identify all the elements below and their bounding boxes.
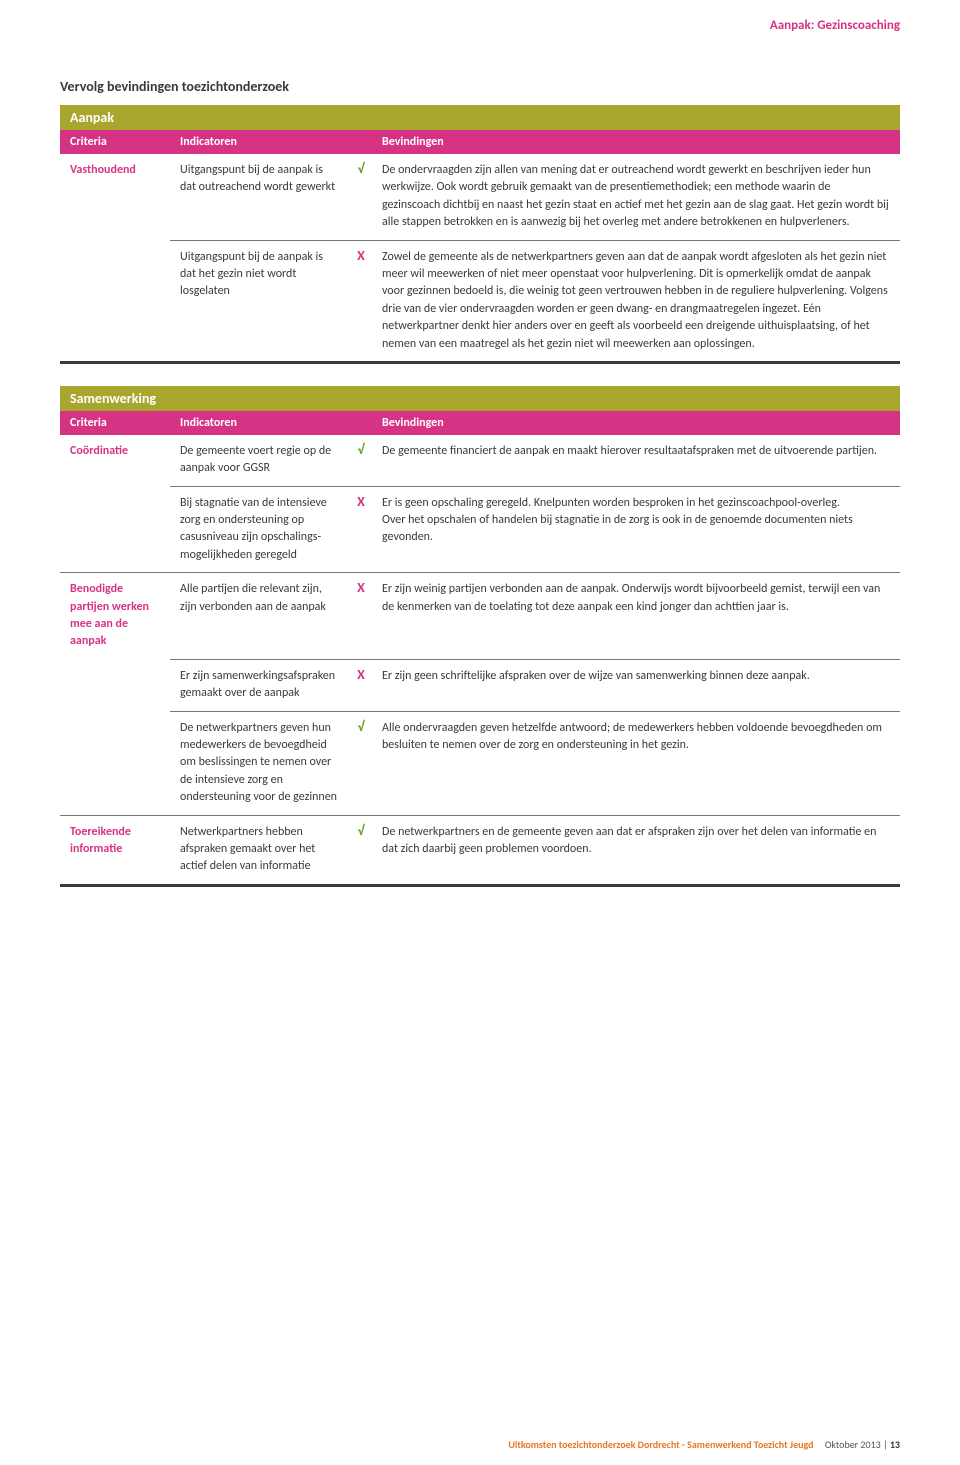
section2-band: Samenwerking: [60, 386, 900, 411]
section1-band: Aanpak: [60, 105, 900, 130]
indicator-text: Uitgangspunt bij de aanpak is dat outrea…: [170, 154, 350, 240]
section1-body: Vasthoudend Uitgangspunt bij de aanpak i…: [60, 154, 900, 364]
cross-icon: X: [357, 666, 365, 683]
footer-date: Oktober 2013: [825, 1438, 881, 1451]
criteria-label: Coördinatie: [60, 435, 170, 486]
section-title: Vervolg bevindingen toezichtonderzoek: [60, 78, 900, 95]
footer-title: Uitkomsten toezichtonderzoek Dordrecht -…: [508, 1438, 813, 1451]
criteria-label: Benodigde partijen werken mee aan de aan…: [60, 573, 170, 659]
col-header-indicators: Indicatoren: [170, 130, 350, 154]
indicator-text: Er zijn samenwerkings­afspraken gemaakt …: [170, 660, 350, 711]
section2-body: Coördinatie De gemeente voert regie op d…: [60, 435, 900, 887]
finding-text: Er zijn geen schriftelijke afspraken ove…: [372, 660, 900, 711]
section2-header-row: Criteria Indicatoren Bevindingen: [60, 411, 900, 435]
finding-text: De netwerkpartners en de gemeente geven …: [372, 816, 900, 884]
check-icon: √: [358, 160, 365, 177]
cross-icon: X: [357, 579, 365, 596]
cross-icon: X: [357, 493, 365, 510]
indicator-text: Bij stagnatie van de intensieve zorg en …: [170, 487, 350, 573]
finding-text: Er is geen opschaling geregeld. Knelpunt…: [372, 487, 900, 573]
check-icon: √: [358, 718, 365, 735]
footer-sep: |: [881, 1438, 890, 1451]
divider-thick: [60, 361, 900, 364]
page-footer: Uitkomsten toezichtonderzoek Dordrecht -…: [508, 1438, 900, 1451]
finding-text: De gemeente financiert de aanpak en maak…: [372, 435, 900, 486]
table-row: Coördinatie De gemeente voert regie op d…: [60, 435, 900, 486]
cross-icon: X: [357, 247, 365, 264]
finding-text: De ondervraagden zijn allen van mening d…: [372, 154, 900, 240]
divider-thick: [60, 884, 900, 887]
criteria-label: Toereikende informatie: [60, 816, 170, 884]
indicator-text: Uitgangspunt bij de aanpak is dat het ge…: [170, 241, 350, 361]
section1-header-row: Criteria Indicatoren Bevindingen: [60, 130, 900, 154]
finding-text: Alle ondervraagden geven hetzelfde antwo…: [372, 712, 900, 815]
table-row: Er zijn samenwerkings­afspraken gemaakt …: [60, 660, 900, 711]
col-header-indicators: Indicatoren: [170, 411, 350, 435]
breadcrumb: Aanpak: Gezinscoaching: [770, 18, 900, 33]
finding-text: Er zijn weinig partijen verbonden aan de…: [372, 573, 900, 659]
table-row: Toereikende informatie Netwerkpartners h…: [60, 816, 900, 884]
table-row: Benodigde partijen werken mee aan de aan…: [60, 573, 900, 659]
table-row: Vasthoudend Uitgangspunt bij de aanpak i…: [60, 154, 900, 240]
col-header-criteria: Criteria: [60, 130, 170, 154]
check-icon: √: [358, 441, 365, 458]
indicator-text: De netwerkpartners geven hun medewerkers…: [170, 712, 350, 815]
footer-page: 13: [890, 1438, 900, 1451]
col-header-mark: [350, 130, 372, 154]
col-header-findings: Bevindingen: [372, 411, 900, 435]
criteria-label: Vasthoudend: [60, 154, 170, 240]
finding-text: Zowel de gemeente als de netwerkpartners…: [372, 241, 900, 361]
col-header-criteria: Criteria: [60, 411, 170, 435]
table-row: Bij stagnatie van de intensieve zorg en …: [60, 487, 900, 573]
table-row: De netwerkpartners geven hun medewerkers…: [60, 712, 900, 815]
indicator-text: Alle partijen die relevant zijn, zijn ve…: [170, 573, 350, 659]
check-icon: √: [358, 822, 365, 839]
indicator-text: De gemeente voert regie op de aanpak voo…: [170, 435, 350, 486]
col-header-findings: Bevindingen: [372, 130, 900, 154]
indicator-text: Netwerkpartners hebben afspraken gemaakt…: [170, 816, 350, 884]
table-row: Uitgangspunt bij de aanpak is dat het ge…: [60, 241, 900, 361]
